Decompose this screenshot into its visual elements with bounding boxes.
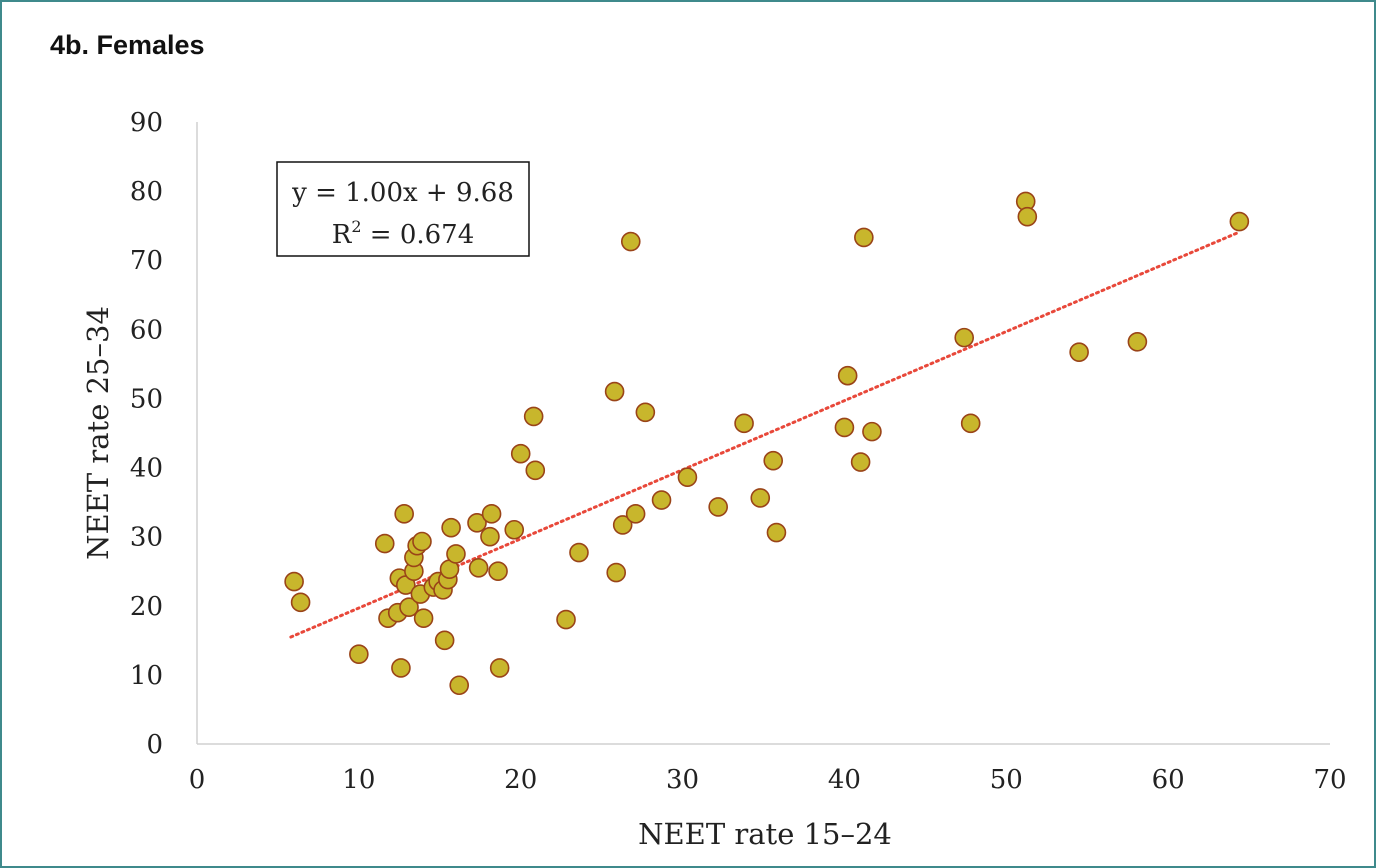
trendline: [289, 230, 1241, 639]
data-point: [449, 675, 470, 696]
data-points: [284, 191, 1250, 696]
data-point: [954, 327, 975, 348]
y-tick-label: 40: [130, 454, 163, 484]
x-tick-labels: 0 10 20 30 40 50 60 70: [189, 765, 1347, 795]
data-point: [750, 488, 771, 508]
y-tick-label: 30: [130, 523, 163, 553]
y-tick-label: 20: [130, 592, 163, 622]
x-axis-label: NEET rate 15–24: [638, 817, 892, 851]
data-point: [504, 519, 525, 540]
r-squared-value: = 0.674: [362, 220, 475, 250]
data-point: [604, 381, 625, 402]
data-point: [766, 522, 787, 543]
data-point: [862, 421, 882, 442]
data-point: [349, 644, 369, 664]
x-tick-label: 50: [990, 765, 1023, 795]
r-squared-superscript: 2: [351, 217, 361, 236]
equation-box-border: [276, 161, 530, 257]
data-point: [763, 450, 784, 471]
y-tick-label: 60: [130, 315, 163, 345]
x-tick-label: 40: [828, 765, 861, 795]
data-point: [651, 490, 672, 510]
data-point: [606, 562, 627, 583]
trendline-equation: y = 1.00x + 9.68: [291, 178, 514, 208]
x-tick-label: 60: [1152, 765, 1185, 795]
data-point: [556, 609, 576, 630]
x-tick-label: 0: [189, 765, 206, 795]
data-point: [467, 513, 487, 533]
data-point: [677, 467, 698, 488]
panel-title: 4b. Females: [50, 30, 205, 60]
data-point: [284, 571, 304, 592]
y-tick-label: 50: [130, 384, 163, 414]
y-axis-label: NEET rate 25–34: [81, 306, 115, 560]
data-point: [434, 630, 455, 651]
data-point: [854, 227, 874, 248]
data-point: [290, 592, 311, 613]
data-point: [708, 497, 728, 517]
r-squared-label: R2 = 0.674: [332, 217, 475, 250]
data-point: [399, 597, 419, 617]
data-point: [837, 365, 858, 386]
data-point: [850, 452, 871, 472]
data-point: [1127, 331, 1148, 352]
x-tick-label: 10: [342, 765, 375, 795]
data-point: [612, 515, 633, 535]
data-point: [625, 504, 646, 524]
data-point: [441, 517, 461, 538]
data-point: [834, 417, 855, 438]
y-tick-labels: 0 10 20 30 40 50 60 70 80 90: [130, 108, 163, 760]
axes: [196, 122, 1330, 745]
data-point: [523, 406, 544, 427]
x-tick-label: 70: [1313, 765, 1346, 795]
data-point: [525, 460, 546, 481]
data-point: [1017, 206, 1038, 227]
x-tick-label: 30: [666, 765, 699, 795]
data-point: [960, 413, 981, 434]
data-point: [413, 608, 434, 629]
y-tick-label: 80: [130, 177, 163, 207]
data-point: [374, 533, 395, 554]
data-point: [569, 542, 589, 563]
data-point: [391, 658, 411, 678]
data-point: [489, 658, 510, 678]
data-point: [635, 402, 656, 423]
data-point: [468, 557, 489, 578]
y-tick-label: 90: [130, 108, 163, 138]
data-point: [1069, 342, 1089, 362]
x-tick-label: 20: [504, 765, 537, 795]
data-point: [1229, 211, 1250, 232]
data-point: [412, 531, 432, 552]
data-point: [734, 413, 754, 434]
y-tick-label: 0: [146, 730, 163, 760]
y-tick-label: 10: [130, 661, 163, 691]
data-point: [510, 443, 531, 464]
data-point: [480, 526, 500, 547]
data-point: [394, 504, 414, 524]
r-squared-prefix: R: [332, 220, 353, 250]
data-point: [620, 231, 641, 252]
y-tick-label: 70: [130, 246, 163, 276]
trendline-equation-box: y = 1.00x + 9.68 R2 = 0.674: [276, 161, 530, 257]
data-point: [488, 561, 508, 582]
data-point: [481, 504, 502, 524]
data-point: [446, 544, 466, 564]
